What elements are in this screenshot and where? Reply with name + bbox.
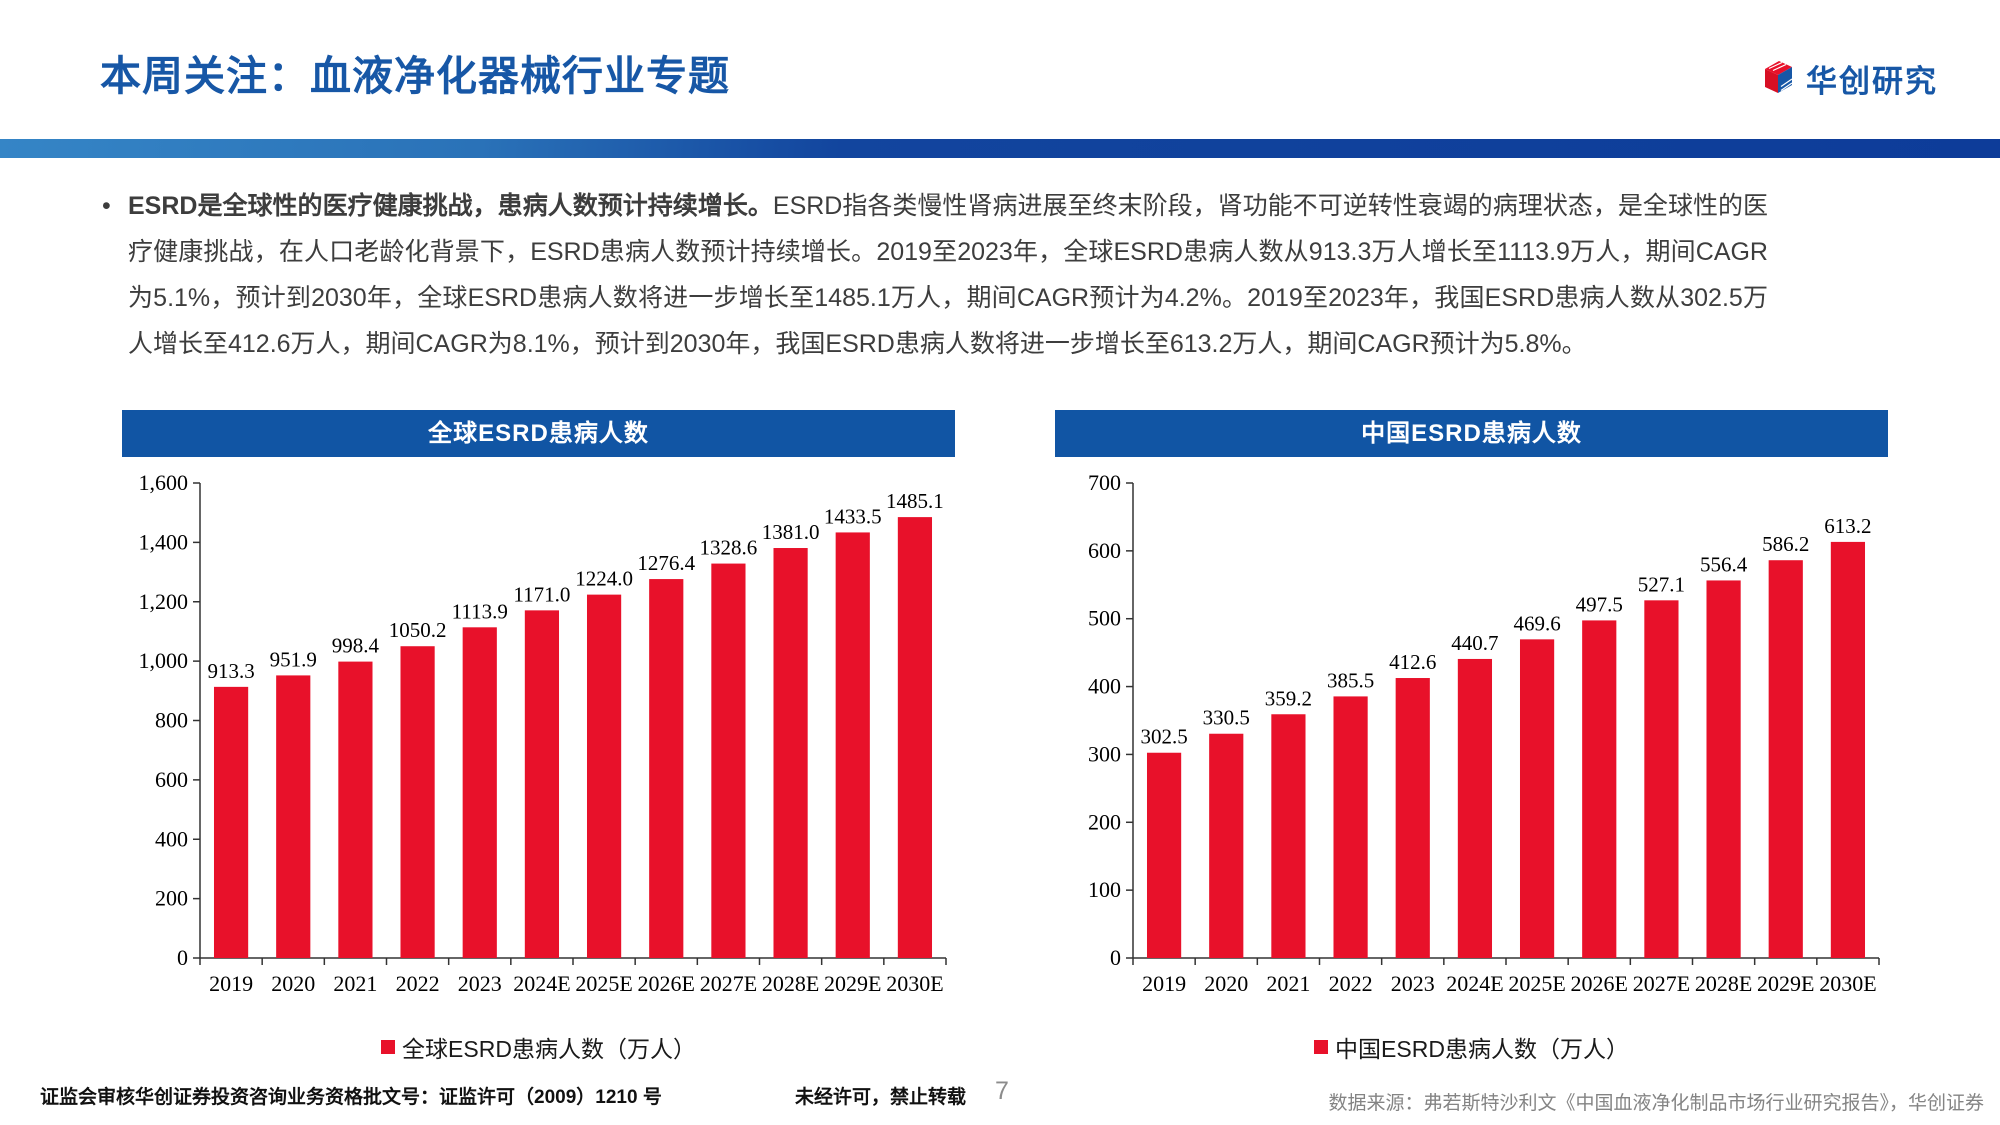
svg-text:1,600: 1,600 (139, 470, 189, 495)
svg-text:2020: 2020 (1204, 971, 1248, 996)
bullet-text: ESRD是全球性的医疗健康挑战，患病人数预计持续增长。ESRD指各类慢性肾病进展… (100, 183, 1768, 367)
svg-text:500: 500 (1088, 606, 1121, 631)
svg-text:440.7: 440.7 (1451, 631, 1498, 655)
svg-text:586.2: 586.2 (1762, 532, 1809, 556)
svg-text:1328.6: 1328.6 (700, 536, 758, 560)
svg-text:200: 200 (1088, 809, 1121, 834)
svg-text:2028E: 2028E (1695, 971, 1752, 996)
svg-text:100: 100 (1088, 877, 1121, 902)
svg-text:1113.9: 1113.9 (452, 599, 508, 623)
svg-text:800: 800 (155, 708, 188, 733)
svg-text:2030E: 2030E (886, 971, 943, 996)
data-source-text: 数据来源：弗若斯特沙利文《中国血液净化制品市场行业研究报告》，华创证券 (1328, 1093, 1984, 1114)
svg-text:2020: 2020 (271, 971, 315, 996)
svg-text:2021: 2021 (1266, 971, 1310, 996)
svg-text:2029E: 2029E (1757, 971, 1814, 996)
svg-text:469.6: 469.6 (1513, 611, 1560, 635)
svg-text:2026E: 2026E (638, 971, 695, 996)
footer-notice-text: 未经许可，禁止转载 (795, 1087, 967, 1108)
svg-text:0: 0 (177, 945, 188, 970)
svg-text:527.1: 527.1 (1638, 572, 1685, 596)
svg-text:2021: 2021 (333, 971, 377, 996)
bullet-body: ESRD指各类慢性肾病进展至终末阶段，肾功能不可逆转性衰竭的病理状态，是全球性的… (128, 192, 1768, 358)
legend-marker-square (381, 1040, 396, 1054)
brand-logo: 华创研究 (1758, 56, 1938, 101)
svg-text:1433.5: 1433.5 (824, 504, 882, 528)
global-esrd-chart: 全球ESRD患病人数 0 200 400 600 800 1,000 1,200 1,400 1… (122, 410, 955, 1064)
legend-marker-square (1314, 1040, 1329, 1054)
svg-text:302.5: 302.5 (1140, 725, 1187, 749)
chart-title-global: 全球ESRD患病人数 (122, 410, 955, 457)
svg-text:2027E: 2027E (700, 971, 757, 996)
legend-label: 全球ESRD患病人数（万人） (402, 1036, 696, 1062)
svg-text:1224.0: 1224.0 (575, 567, 633, 591)
svg-text:300: 300 (1088, 741, 1121, 766)
svg-text:2026E: 2026E (1571, 971, 1628, 996)
svg-text:497.5: 497.5 (1576, 592, 1623, 616)
svg-text:1,200: 1,200 (139, 589, 189, 614)
chart-legend-china: 中国ESRD患病人数（万人） (1055, 1030, 1888, 1064)
svg-text:1,000: 1,000 (139, 648, 189, 673)
svg-text:2025E: 2025E (1508, 971, 1565, 996)
svg-text:330.5: 330.5 (1203, 706, 1250, 730)
svg-text:600: 600 (155, 767, 188, 792)
svg-text:2024E: 2024E (513, 971, 570, 996)
svg-text:2019: 2019 (1142, 971, 1186, 996)
chart-title-china: 中国ESRD患病人数 (1055, 410, 1888, 457)
svg-text:1,400: 1,400 (139, 529, 189, 554)
summary-bullet: • ESRD是全球性的医疗健康挑战，患病人数预计持续增长。ESRD指各类慢性肾病… (100, 183, 1768, 367)
svg-text:1276.4: 1276.4 (637, 551, 695, 575)
bar-chart-global: 0 200 400 600 800 1,000 1,200 1,400 1,600 913.3 20… (139, 470, 947, 996)
svg-text:2022: 2022 (396, 971, 440, 996)
svg-text:600: 600 (1088, 538, 1121, 563)
page-number: 7 (995, 1077, 1009, 1105)
svg-text:613.2: 613.2 (1824, 514, 1871, 538)
brand-name: 华创研究 (1806, 64, 1938, 99)
svg-text:200: 200 (155, 886, 188, 911)
cube-logo-icon (1758, 56, 1798, 101)
svg-text:2027E: 2027E (1633, 971, 1690, 996)
page-title: 本周关注：血液净化器械行业专题 (100, 53, 730, 99)
svg-text:2022: 2022 (1329, 971, 1373, 996)
svg-text:951.9: 951.9 (270, 647, 317, 671)
svg-text:556.4: 556.4 (1700, 552, 1748, 576)
svg-text:400: 400 (155, 826, 188, 851)
svg-text:2028E: 2028E (762, 971, 819, 996)
title-divider-bar (0, 139, 2000, 158)
svg-text:700: 700 (1088, 470, 1121, 495)
svg-text:412.6: 412.6 (1389, 650, 1436, 674)
footer-license-text: 证监会审核华创证券投资咨询业务资格批文号：证监许可（2009）1210 号 (40, 1087, 662, 1108)
svg-text:2023: 2023 (1391, 971, 1435, 996)
china-esrd-chart: 中国ESRD患病人数 0 100 200 300 400 500 600 700 302.5 20… (1055, 410, 1888, 1064)
svg-text:359.2: 359.2 (1265, 686, 1312, 710)
svg-text:0: 0 (1110, 945, 1121, 970)
svg-text:2025E: 2025E (575, 971, 632, 996)
svg-text:1171.0: 1171.0 (513, 582, 570, 606)
svg-text:1381.0: 1381.0 (762, 520, 820, 544)
svg-text:1050.2: 1050.2 (389, 618, 447, 642)
bullet-marker: • (102, 192, 111, 220)
svg-text:913.3: 913.3 (207, 659, 254, 683)
legend-label: 中国ESRD患病人数（万人） (1335, 1036, 1629, 1062)
svg-text:2023: 2023 (458, 971, 502, 996)
bar-chart-china: 0 100 200 300 400 500 600 700 302.5 2019 330.5 2020… (1088, 470, 1880, 996)
svg-text:1485.1: 1485.1 (886, 489, 944, 513)
svg-text:385.5: 385.5 (1327, 668, 1374, 692)
svg-text:2024E: 2024E (1446, 971, 1503, 996)
svg-text:2019: 2019 (209, 971, 253, 996)
bullet-lead-bold: ESRD是全球性的医疗健康挑战，患病人数预计持续增长。 (128, 192, 773, 220)
svg-text:998.4: 998.4 (332, 634, 380, 658)
chart-legend-global: 全球ESRD患病人数（万人） (122, 1030, 955, 1064)
svg-text:400: 400 (1088, 674, 1121, 699)
svg-text:2029E: 2029E (824, 971, 881, 996)
svg-text:2030E: 2030E (1819, 971, 1876, 996)
